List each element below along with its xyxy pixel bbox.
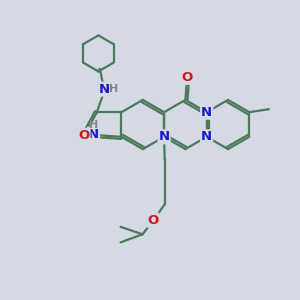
Text: N: N [201, 106, 212, 119]
Text: H: H [89, 120, 98, 130]
Text: O: O [78, 129, 90, 142]
Text: N: N [88, 128, 99, 141]
Text: O: O [181, 71, 193, 84]
Text: N: N [99, 82, 110, 96]
Text: O: O [147, 214, 159, 227]
Text: N: N [158, 130, 169, 143]
Text: N: N [201, 130, 212, 143]
Text: H: H [110, 84, 118, 94]
